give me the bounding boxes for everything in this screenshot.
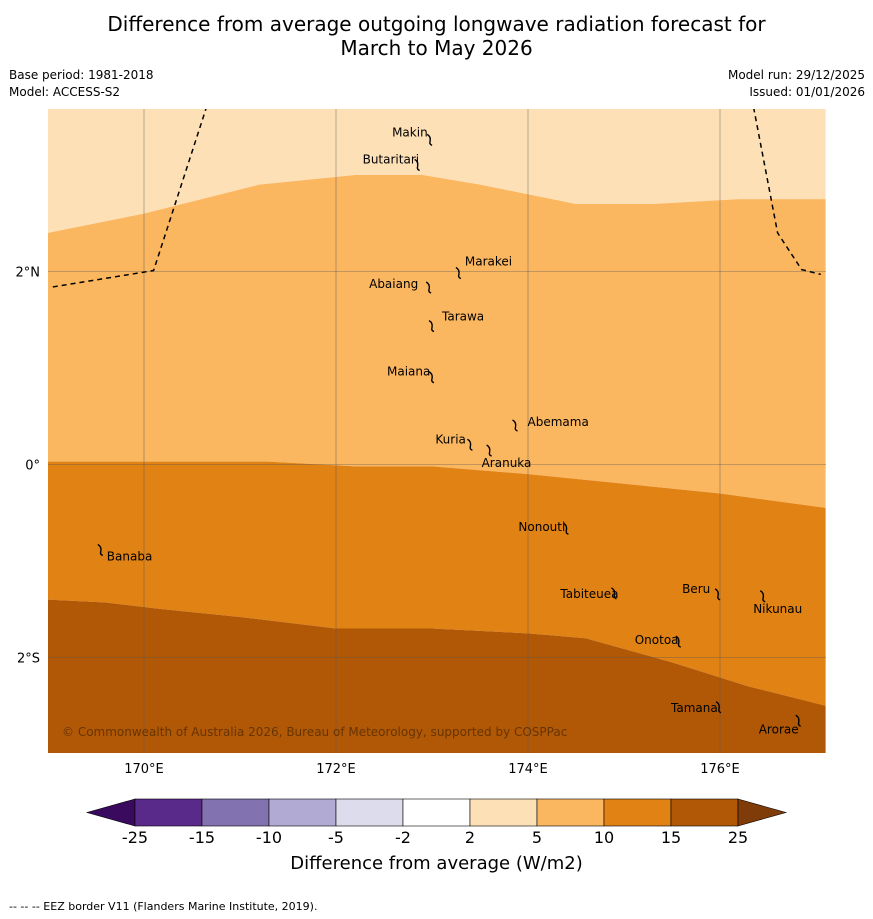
island-outline bbox=[611, 587, 617, 600]
island-nikunau: Nikunau bbox=[753, 590, 802, 616]
island-marakei: Marakei bbox=[455, 255, 512, 280]
island-label: Arorae bbox=[759, 722, 799, 736]
colorbar-label: Difference from average (W/m2) bbox=[290, 853, 583, 874]
colorbar-segment bbox=[134, 798, 203, 827]
island-label: Banaba bbox=[107, 549, 153, 563]
colorbar-tick-label: -2 bbox=[395, 828, 411, 847]
island-outline bbox=[455, 266, 462, 280]
island-abaiang: Abaiang bbox=[369, 277, 432, 294]
island-label: Tarawa bbox=[441, 310, 484, 324]
island-outline bbox=[428, 319, 435, 333]
model-run: Model run: 29/12/2025 bbox=[727, 68, 865, 82]
lon-tick-label: 172°E bbox=[316, 762, 356, 777]
island-arorae: Arorae bbox=[759, 714, 801, 736]
island-label: Marakei bbox=[465, 255, 512, 269]
issued-date: Issued: 01/01/2026 bbox=[749, 85, 865, 99]
island-beru: Beru bbox=[682, 582, 721, 601]
lon-tick-label: 176°E bbox=[700, 762, 740, 777]
island-outline bbox=[414, 158, 420, 172]
island-butaritari: Butaritari bbox=[363, 152, 420, 172]
island-abemama: Abemama bbox=[512, 415, 589, 432]
base-period: Base period: 1981-2018 bbox=[9, 68, 154, 82]
island-label: Beru bbox=[682, 582, 710, 596]
olr-band-3 bbox=[48, 461, 826, 706]
island-banaba: Banaba bbox=[97, 543, 153, 563]
island-outline bbox=[426, 133, 433, 146]
island-label: Abaiang bbox=[369, 277, 418, 291]
eez-footnote: -- -- -- EEZ border V11 (Flanders Marine… bbox=[9, 900, 318, 913]
colorbar-segment bbox=[268, 798, 337, 827]
island-label: Tamana bbox=[670, 701, 718, 715]
title-line-2: March to May 2026 bbox=[340, 36, 533, 60]
colorbar-ticks: -25 -15 -10 -5 -2 2 5 10 15 25 bbox=[0, 828, 873, 850]
island-label: Maiana bbox=[387, 365, 430, 379]
island-label: Butaritari bbox=[363, 152, 420, 166]
island-outline bbox=[97, 543, 104, 557]
eez-border bbox=[753, 109, 821, 276]
lat-tick-label: 0° bbox=[25, 459, 40, 474]
lat-tick-label: 2°S bbox=[17, 652, 40, 667]
lon-tick-label: 170°E bbox=[124, 762, 164, 777]
colorbar-segment bbox=[335, 798, 404, 827]
island-label: Abemama bbox=[528, 415, 589, 429]
island-tarawa: Tarawa bbox=[428, 310, 484, 333]
island-makin: Makin bbox=[392, 125, 433, 146]
island-outline bbox=[486, 444, 492, 457]
island-label: Onotoa bbox=[635, 633, 679, 647]
colorbar-tick-label: 2 bbox=[464, 828, 476, 847]
island-onotoa: Onotoa bbox=[635, 633, 681, 648]
island-outline bbox=[512, 419, 518, 432]
eez-border bbox=[52, 109, 207, 288]
meta-left: Base period: 1981-2018 Model: ACCESS-S2 bbox=[9, 67, 154, 101]
island-kuria: Kuria bbox=[435, 432, 473, 451]
colorbar-extend-high bbox=[737, 798, 788, 827]
island-label: Tabiteuea bbox=[559, 587, 618, 601]
colorbar-segment bbox=[603, 798, 672, 827]
olr-band-4 bbox=[48, 599, 826, 753]
colorbar-extend-low bbox=[85, 798, 136, 827]
chart-title: Difference from average outgoing longwav… bbox=[0, 12, 873, 60]
title-line-1: Difference from average outgoing longwav… bbox=[107, 12, 766, 36]
island-label: Nonouti bbox=[518, 520, 565, 534]
island-tamana: Tamana bbox=[670, 701, 722, 715]
island-label: Aranuka bbox=[482, 456, 532, 470]
colorbar-tick-label: -15 bbox=[188, 828, 216, 847]
colorbar-segment bbox=[469, 798, 538, 827]
lat-tick-label: 2°N bbox=[16, 266, 41, 281]
colorbar-tick-label: 25 bbox=[727, 828, 749, 847]
colorbar-tick-label: -5 bbox=[328, 828, 344, 847]
island-label: Nikunau bbox=[753, 602, 802, 616]
colorbar-tick-label: 10 bbox=[593, 828, 615, 847]
island-tabiteuea: Tabiteuea bbox=[559, 587, 618, 601]
island-label: Kuria bbox=[435, 432, 466, 446]
island-outline bbox=[675, 635, 681, 648]
colorbar-segment bbox=[670, 798, 739, 827]
island-outline bbox=[759, 590, 766, 603]
colorbar-segment bbox=[536, 798, 605, 827]
colorbar-segment bbox=[201, 798, 270, 827]
island-outline bbox=[467, 438, 473, 451]
olr-band-2 bbox=[48, 175, 826, 508]
island-outline bbox=[715, 701, 722, 714]
island-outline bbox=[428, 371, 435, 384]
island-outline bbox=[425, 281, 432, 294]
island-aranuka: Aranuka bbox=[482, 444, 532, 470]
colorbar-segment bbox=[402, 798, 471, 827]
island-outline bbox=[563, 522, 569, 535]
model-name: Model: ACCESS-S2 bbox=[9, 85, 121, 99]
island-nonouti: Nonouti bbox=[518, 520, 569, 535]
lon-tick-label: 174°E bbox=[508, 762, 548, 777]
colorbar-tick-label: 15 bbox=[660, 828, 682, 847]
island-outline bbox=[795, 714, 801, 727]
colorbar-tick-label: -10 bbox=[255, 828, 283, 847]
island-maiana: Maiana bbox=[387, 365, 435, 384]
island-label: Makin bbox=[392, 125, 428, 139]
colorbar-tick-label: 5 bbox=[531, 828, 543, 847]
olr-band-1 bbox=[48, 109, 826, 233]
island-outline bbox=[714, 588, 721, 601]
copyright-text: © Commonwealth of Australia 2026, Bureau… bbox=[62, 725, 567, 739]
colorbar-tick-label: -25 bbox=[121, 828, 149, 847]
meta-right: Model run: 29/12/2025 Issued: 01/01/2026 bbox=[728, 67, 865, 101]
